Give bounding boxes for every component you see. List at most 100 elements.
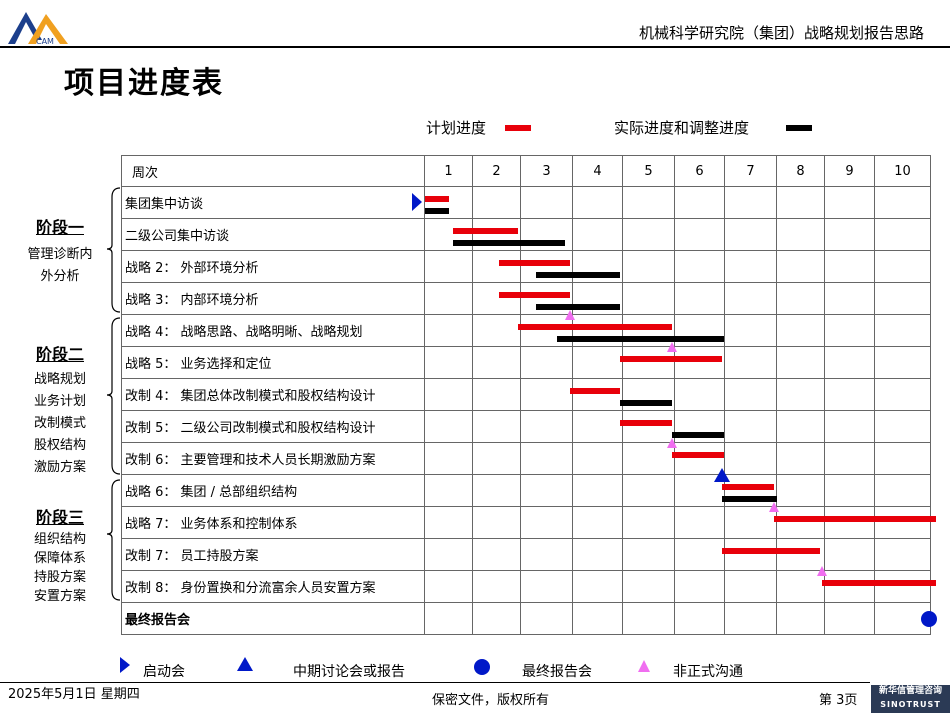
week-cell [824,570,875,603]
week-cell [472,602,521,635]
table-row: 改制 7： 员工持股方案 [121,538,931,571]
week-cell [824,410,875,443]
week-cell [874,346,931,379]
week-cell [572,538,623,571]
week-cell [572,314,623,347]
footer-date: 2025年5月1日 星期四 [8,687,140,702]
week-cell [874,442,931,475]
phase-desc-line: 外分析 [40,269,80,284]
task-label: 战略 4： 战略思路、战略明晰、战略规划 [121,314,425,347]
week-cell [776,218,825,251]
task-label: 战略 2： 外部环境分析 [121,250,425,283]
week-number: 3 [520,155,573,187]
week-cell [824,442,875,475]
week-cell [776,538,825,571]
week-cell [424,602,473,635]
phase-desc-line: 安置方案 [33,589,86,604]
week-cell [874,378,931,411]
week-cell [724,570,777,603]
week-cell [724,186,777,219]
week-cell [520,218,573,251]
week-cell [520,250,573,283]
week-cell [622,442,675,475]
week-cell [874,186,931,219]
week-cell [424,346,473,379]
week-cell [776,602,825,635]
week-cell [874,570,931,603]
table-header-row: 周次 1 2 3 4 5 6 7 8 9 10 [121,155,931,187]
week-cell [874,410,931,443]
phase-title: 阶段二 [35,345,84,364]
brand-en: SINOTRUST [880,700,941,709]
phase-desc-line: 组织结构 [33,532,86,547]
footer-confidential: 保密文件，版权所有 [432,693,550,708]
week-cell [572,410,623,443]
week-number: 8 [776,155,825,187]
week-cell [520,282,573,315]
week-cell [724,442,777,475]
page-title: 项目进度表 [64,66,224,101]
week-cell [724,506,777,539]
week-cell [724,410,777,443]
legend-plan-label: 计划进度 [426,119,487,137]
phase-desc-line: 战略规划 [33,372,86,387]
brace-phase-2 [106,317,121,475]
task-label: 最终报告会 [121,602,425,635]
table-row: 战略 7： 业务体系和控制体系 [121,506,931,539]
week-cell [824,538,875,571]
brand-cn: 新华信管理咨询 [878,686,942,696]
phase-desc-line: 股权结构 [33,438,86,453]
week-cell [776,378,825,411]
week-cell [622,346,675,379]
logo-text: CAM [36,37,54,46]
week-cell [572,474,623,507]
week-cell [520,410,573,443]
phase-desc-line: 业务计划 [33,394,86,409]
week-cell [424,474,473,507]
sinotrust-logo: 新华信管理咨询 SINOTRUST [871,685,950,713]
week-cell [472,570,521,603]
legend-final-label: 最终报告会 [522,664,592,680]
week-cell [724,474,777,507]
brace-phase-1 [106,187,121,313]
table-row: 战略 3： 内部环境分析 [121,282,931,315]
week-cell [572,186,623,219]
table-row: 改制 4： 集团总体改制模式和股权结构设计 [121,378,931,411]
week-cell [724,538,777,571]
week-cell [622,570,675,603]
week-cell [776,282,825,315]
week-cell [674,218,725,251]
week-cell [776,250,825,283]
week-cell [520,186,573,219]
phase-title: 阶段一 [35,218,84,237]
week-cell [776,346,825,379]
week-cell [424,442,473,475]
week-cell [724,282,777,315]
week-cell [472,250,521,283]
week-cell [674,250,725,283]
week-cell [472,410,521,443]
week-cell [472,346,521,379]
week-cell [472,538,521,571]
week-cell [674,314,725,347]
week-cell [424,282,473,315]
week-number: 9 [824,155,875,187]
week-cell [424,506,473,539]
week-cell [674,410,725,443]
week-cell [874,602,931,635]
table-row: 改制 8： 身份置换和分流富余人员安置方案 [121,570,931,603]
task-label: 改制 5： 二级公司改制模式和股权结构设计 [121,410,425,443]
week-cell [622,250,675,283]
week-cell [724,602,777,635]
week-cell [674,186,725,219]
week-cell [674,570,725,603]
week-cell [572,602,623,635]
week-cell [874,250,931,283]
phase-braces [106,187,121,601]
week-cell [572,250,623,283]
week-cell [472,506,521,539]
table-row: 最终报告会 [121,602,931,635]
phase-2: 阶段二 战略规划 业务计划 改制模式 股权结构 激励方案 [10,341,110,479]
week-cell [824,602,875,635]
week-cell [674,282,725,315]
